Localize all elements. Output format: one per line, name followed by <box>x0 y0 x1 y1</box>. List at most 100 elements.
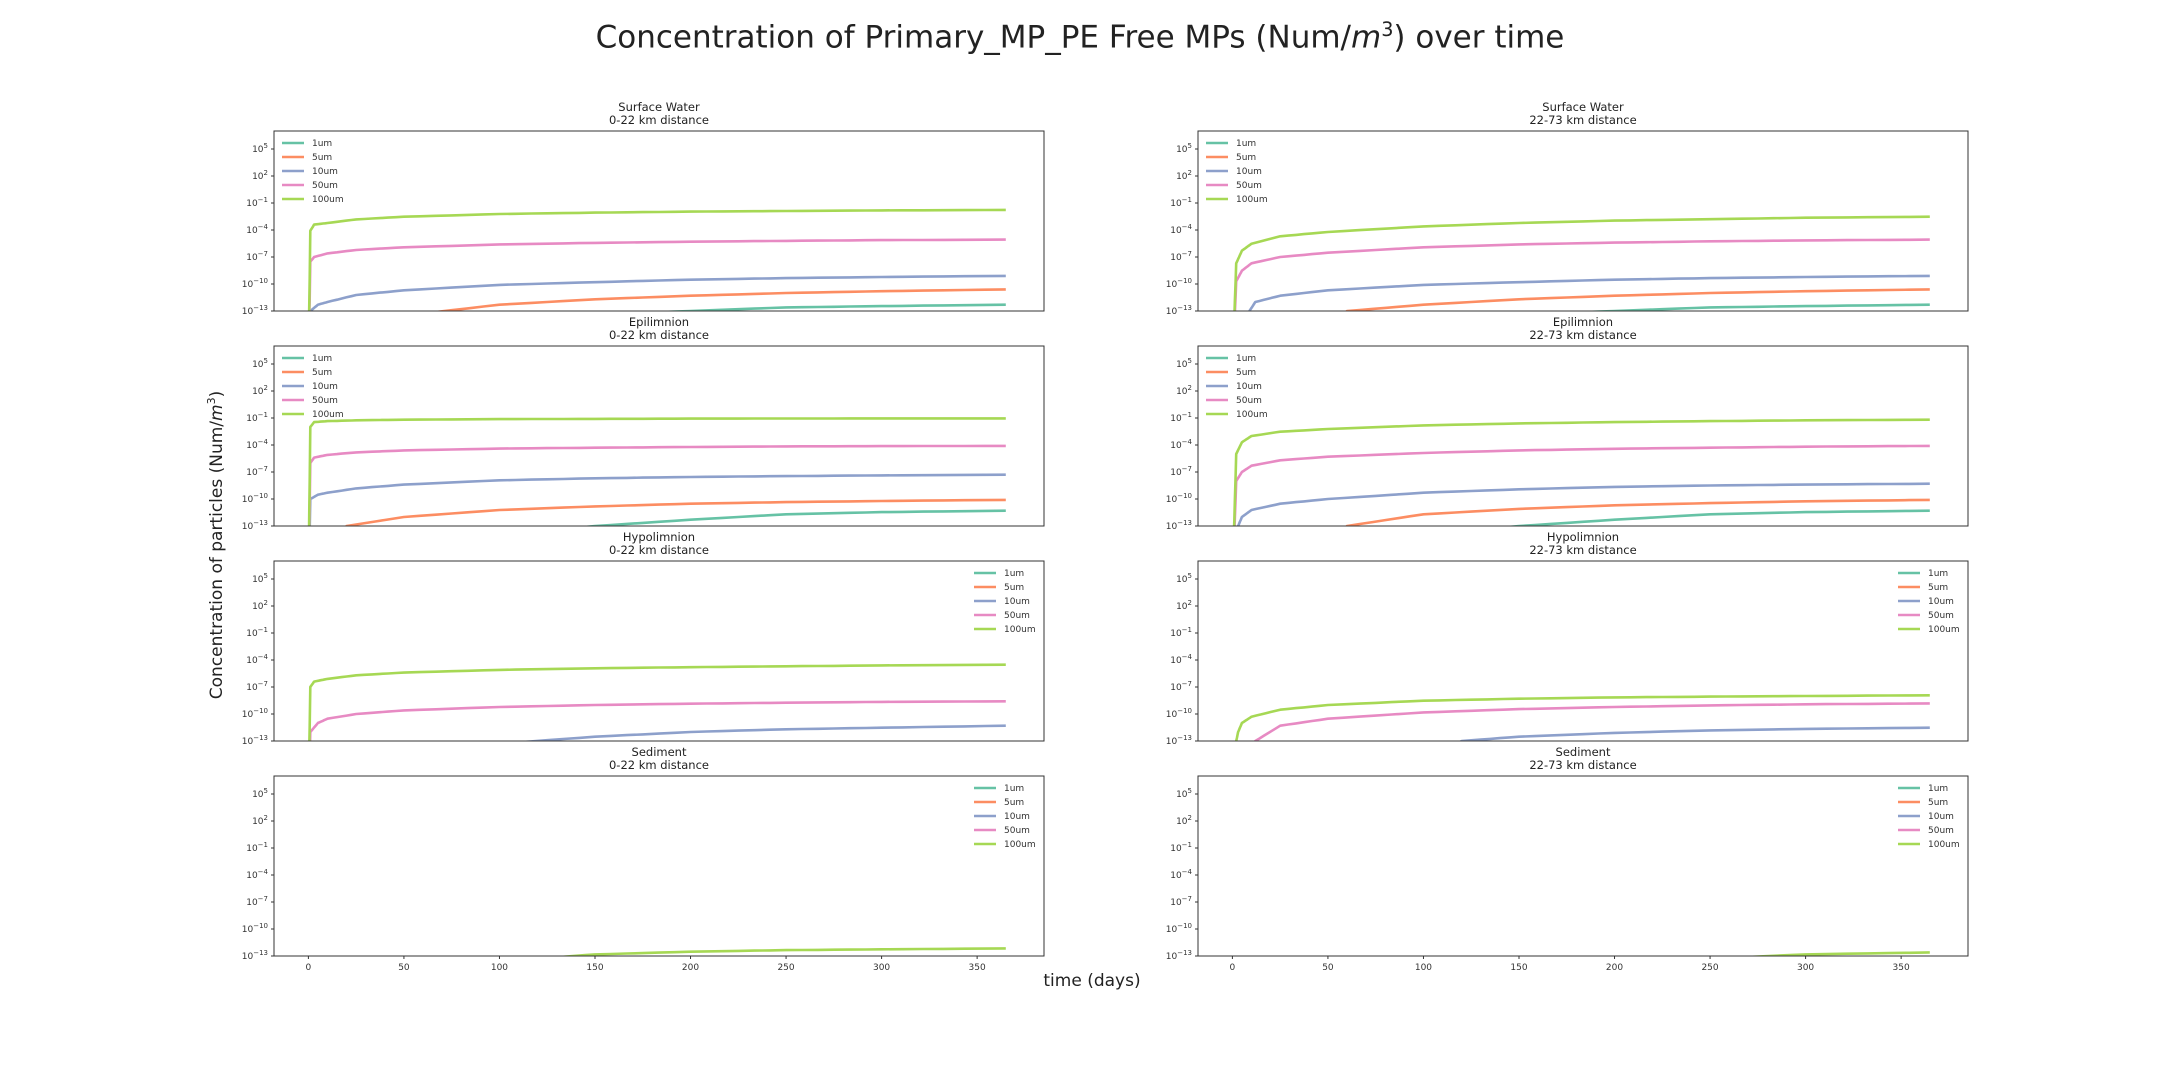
legend-label: 50um <box>1004 611 1030 621</box>
panel-frame <box>273 775 1045 957</box>
y-tick-label: 10−1 <box>246 411 268 424</box>
y-tick-label: 10−7 <box>246 895 268 908</box>
legend-label: 10um <box>1004 597 1030 607</box>
y-tick-label: 102 <box>252 599 268 612</box>
x-tick-label: 300 <box>873 963 890 973</box>
x-tick-label: 100 <box>491 963 508 973</box>
y-tick-label: 10−7 <box>246 250 268 263</box>
panel-grid: Surface Water 0-22 km distance 105 102 10−1 1… <box>242 100 1969 973</box>
panel-title-compartment: Surface Water <box>1542 100 1624 114</box>
y-tick-label: 10−13 <box>242 734 268 747</box>
figure-title: Concentration of Primary_MP_PE Free MPs … <box>0 18 2160 55</box>
legend: 1um 5um 10um 50um 100um <box>974 569 1036 635</box>
y-tick-label: 10−7 <box>1170 465 1192 478</box>
panel-frame <box>273 130 1045 312</box>
series-line-100um <box>556 947 1006 956</box>
legend-label: 1um <box>1928 569 1948 579</box>
legend-label: 10um <box>1236 382 1262 392</box>
legend-label: 5um <box>312 153 332 163</box>
series-line-100um <box>1233 215 1930 311</box>
panel-title-compartment: Hypolimnion <box>623 530 695 544</box>
y-tick-label: 102 <box>1176 814 1192 827</box>
panel-title-compartment: Sediment <box>632 745 687 759</box>
y-tick-label: 105 <box>252 142 268 155</box>
legend-label: 5um <box>1004 583 1024 593</box>
legend-label: 100um <box>1004 840 1036 850</box>
series-line-10um <box>308 473 1006 526</box>
y-tick-label: 10−1 <box>246 626 268 639</box>
x-tick-label: 0 <box>1230 963 1236 973</box>
y-tick-label: 10−13 <box>1166 949 1192 962</box>
legend-label: 1um <box>312 354 332 364</box>
legend-label: 50um <box>1236 396 1262 406</box>
legend: 1um 5um 10um 50um 100um <box>1898 784 1960 850</box>
y-tick-label: 10−13 <box>242 949 268 962</box>
panel-title-compartment: Hypolimnion <box>1547 530 1619 544</box>
panel-title-compartment: Sediment <box>1556 745 1611 759</box>
series-line-100um <box>1741 951 1930 956</box>
legend-label: 5um <box>1928 583 1948 593</box>
x-tick-label: 0 <box>306 963 312 973</box>
y-tick-label: 105 <box>1176 357 1192 370</box>
y-tick-label: 10−7 <box>246 680 268 693</box>
legend-label: 5um <box>1004 798 1024 808</box>
legend-label: 50um <box>1928 826 1954 836</box>
y-tick-label: 10−4 <box>246 438 268 451</box>
y-tick-label: 10−7 <box>246 465 268 478</box>
legend-label: 50um <box>312 181 338 191</box>
x-tick-label: 350 <box>969 963 986 973</box>
legend-label: 100um <box>312 410 344 420</box>
series-group <box>308 663 1006 741</box>
series-line-50um <box>1253 702 1930 741</box>
x-tick-label: 150 <box>1510 963 1527 973</box>
y-tick-label: 10−10 <box>1166 492 1192 505</box>
legend-label: 50um <box>1004 826 1030 836</box>
legend-label: 50um <box>1236 181 1262 191</box>
y-tick-label: 10−10 <box>242 707 268 720</box>
y-tick-label: 10−1 <box>1170 196 1192 209</box>
panel-title-compartment: Epilimnion <box>1553 315 1613 329</box>
series-line-50um <box>1233 238 1930 311</box>
panel-title-compartment: Epilimnion <box>629 315 689 329</box>
legend-label: 5um <box>1236 153 1256 163</box>
y-tick-label: 105 <box>252 787 268 800</box>
legend: 1um 5um 10um 50um 100um <box>974 784 1036 850</box>
y-tick-label: 102 <box>1176 384 1192 397</box>
series-group <box>1232 418 1930 526</box>
y-tick-label: 10−10 <box>242 277 268 290</box>
series-line-50um <box>307 444 1006 526</box>
panel-title-distance: 22-73 km distance <box>1529 328 1636 342</box>
x-tick-label: 200 <box>1606 963 1623 973</box>
legend-label: 10um <box>312 382 338 392</box>
legend-label: 100um <box>1236 410 1268 420</box>
y-tick-label: 10−7 <box>1170 250 1192 263</box>
series-group <box>1233 215 1930 311</box>
legend-label: 10um <box>1928 812 1954 822</box>
y-tick-label: 10−7 <box>1170 680 1192 693</box>
y-tick-label: 10−1 <box>246 196 268 209</box>
series-line-100um <box>1232 418 1930 526</box>
legend-label: 1um <box>1004 784 1024 794</box>
series-line-10um <box>308 274 1006 311</box>
panel-frame <box>1197 345 1969 527</box>
series-line-10um <box>1236 482 1930 526</box>
series-line-100um <box>307 417 1006 526</box>
x-tick-label: 200 <box>682 963 699 973</box>
panel-title-distance: 22-73 km distance <box>1529 543 1636 557</box>
legend-label: 5um <box>312 368 332 378</box>
panel-frame <box>1197 775 1969 957</box>
panel-frame <box>273 560 1045 742</box>
series-line-5um <box>345 498 1006 526</box>
y-tick-label: 10−13 <box>1166 519 1192 532</box>
legend-label: 1um <box>1236 139 1256 149</box>
y-tick-label: 105 <box>1176 572 1192 585</box>
legend-label: 1um <box>1928 784 1948 794</box>
y-tick-label: 102 <box>1176 599 1192 612</box>
y-tick-label: 105 <box>252 357 268 370</box>
panel-title-distance: 0-22 km distance <box>609 758 709 772</box>
y-tick-label: 10−13 <box>242 519 268 532</box>
panel-frame <box>1197 560 1969 742</box>
y-tick-label: 10−1 <box>246 841 268 854</box>
